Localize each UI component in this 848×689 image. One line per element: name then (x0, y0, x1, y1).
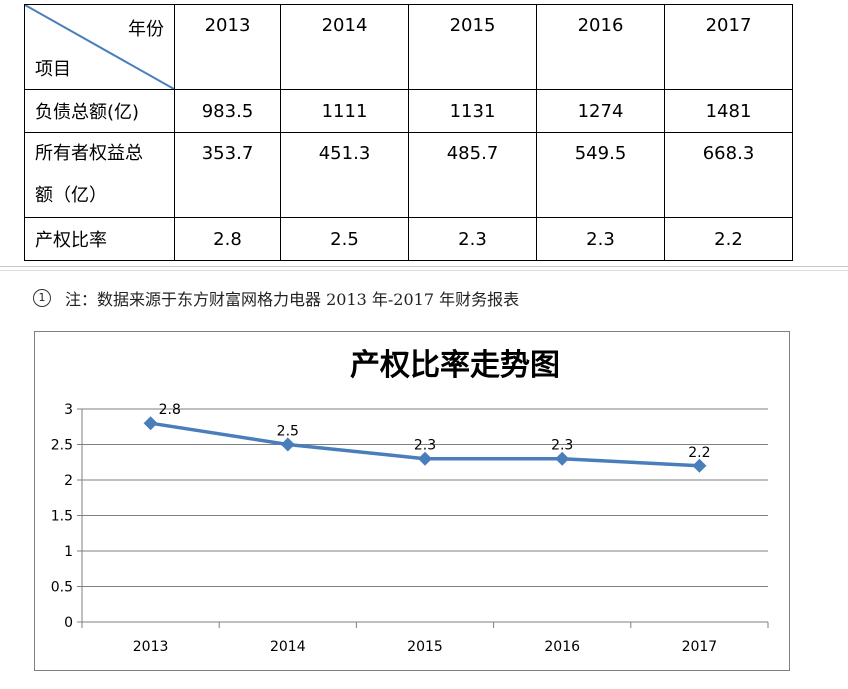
footnote: 1 注：数据来源于东方财富网格力电器 2013 年-2017 年财务报表 (33, 286, 519, 310)
y-tick-label: 2 (64, 473, 73, 489)
year-header: 2014 (280, 4, 409, 90)
data-point (143, 416, 158, 431)
table-cell: 549.5 (536, 132, 665, 218)
table-cell: 2.8 (174, 217, 281, 261)
x-tick-label: 2014 (270, 639, 306, 655)
data-label: 2.3 (551, 438, 573, 454)
year-header: 2017 (664, 4, 793, 90)
row-label-equity: 所有者权益总 额（亿） (24, 132, 175, 218)
data-point (418, 451, 432, 466)
corner-year-label: 年份 (128, 19, 164, 40)
table-cell: 2.2 (664, 217, 793, 261)
page-break-line (0, 266, 848, 267)
row-label-equity-ratio: 产权比率 (24, 217, 175, 261)
page-break-line (0, 270, 848, 271)
y-tick-label: 1 (64, 544, 73, 560)
data-label: 2.2 (688, 445, 710, 461)
data-point (692, 458, 707, 473)
y-tick-label: 2.5 (51, 438, 73, 454)
row-label-liabilities: 负债总额(亿) (24, 89, 175, 133)
table-cell: 1481 (664, 89, 793, 133)
x-tick-label: 2016 (544, 639, 580, 655)
data-point (555, 451, 570, 466)
line-chart: 产权比率走势图 0 0.5 1 1.5 2 2.5 3 2013 2014 2015 2016 2017… (51, 348, 769, 655)
table-row: 产权比率 2.8 2.5 2.3 2.3 2.2 (24, 217, 793, 261)
row-label-line: 额（亿） (35, 185, 107, 206)
corner-item-label: 项目 (35, 59, 71, 80)
x-tick-label: 2015 (407, 639, 443, 655)
year-header: 2016 (536, 4, 665, 90)
table-cell: 2.5 (280, 217, 409, 261)
table-cell: 2.3 (408, 217, 537, 261)
data-table: 年份 项目 2013 2014 2015 2016 2017 负债总额(亿) 9… (24, 4, 793, 261)
table-cell: 1131 (408, 89, 537, 133)
table-cell: 2.3 (536, 217, 665, 261)
data-label: 2.8 (159, 402, 181, 418)
chart-title: 产权比率走势图 (350, 348, 560, 383)
table-row: 所有者权益总 额（亿） 353.7 451.3 485.7 549.5 668.… (24, 132, 793, 218)
footnote-text: 注：数据来源于东方财富网格力电器 2013 年-2017 年财务报表 (65, 290, 520, 309)
table-cell: 1274 (536, 89, 665, 133)
y-tick-label: 0 (64, 615, 73, 631)
table-cell: 983.5 (174, 89, 281, 133)
table-header-row: 年份 项目 2013 2014 2015 2016 2017 (24, 4, 793, 90)
table-cell: 485.7 (408, 132, 537, 218)
footnote-marker: 1 (33, 289, 51, 307)
data-label: 2.3 (414, 438, 436, 454)
year-header: 2015 (408, 4, 537, 90)
table-cell: 353.7 (174, 132, 281, 218)
diagonal-line (25, 5, 174, 89)
data-point (280, 437, 295, 452)
x-tick-label: 2017 (682, 639, 718, 655)
table-row: 负债总额(亿) 983.5 1111 1131 1274 1481 (24, 89, 793, 133)
table-cell: 668.3 (664, 132, 793, 218)
y-tick-label: 3 (64, 402, 73, 418)
chart-frame: 产权比率走势图 0 0.5 1 1.5 2 2.5 3 2013 2014 2015 2016 2017… (34, 331, 790, 671)
y-tick-label: 1.5 (51, 509, 73, 525)
x-tick-label: 2013 (133, 639, 169, 655)
corner-cell: 年份 项目 (24, 4, 175, 90)
data-label: 2.5 (277, 424, 299, 440)
year-header: 2013 (174, 4, 281, 90)
row-label-line: 所有者权益总 (35, 143, 143, 164)
table-cell: 451.3 (280, 132, 409, 218)
y-tick-label: 0.5 (51, 580, 73, 596)
table-cell: 1111 (280, 89, 409, 133)
